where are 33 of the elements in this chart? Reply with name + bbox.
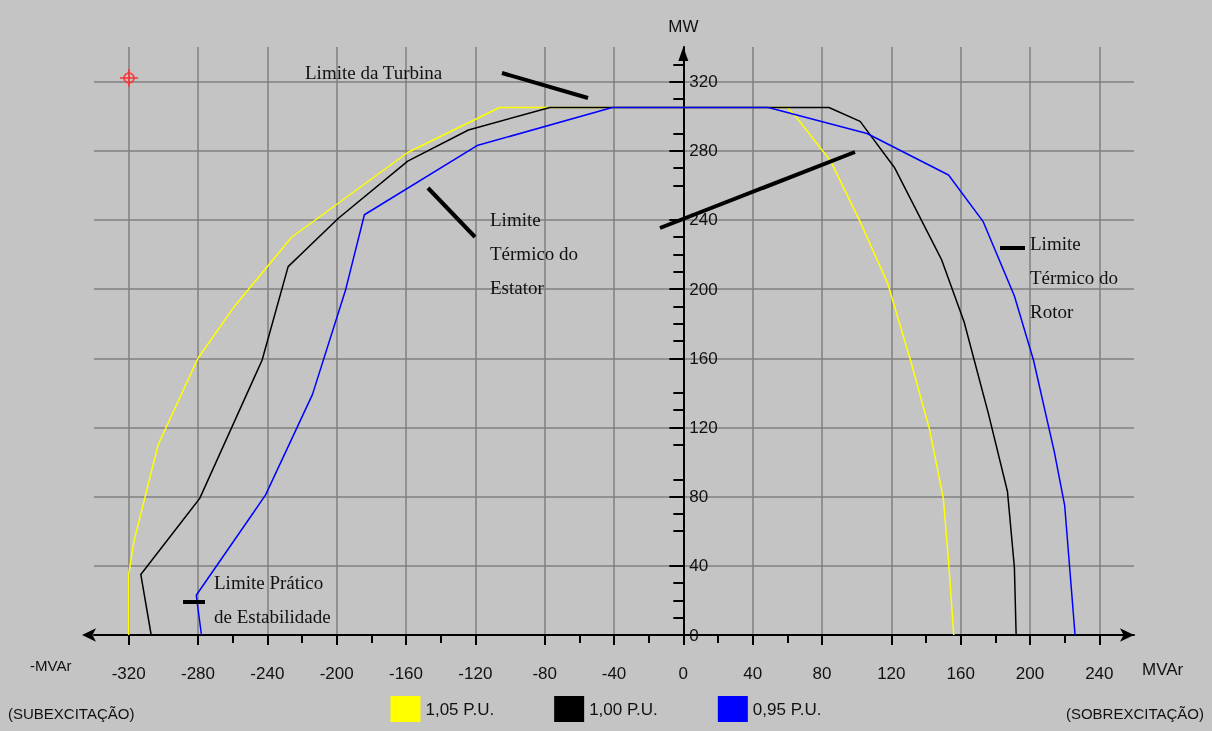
- x-tick-label: -240: [250, 664, 285, 683]
- x-tick-label: -160: [388, 664, 424, 683]
- legend-label: 0,95 P.U.: [752, 699, 822, 719]
- annotation: Limite Térmico do Estator: [490, 208, 579, 300]
- x-axis-title: MVAr: [1142, 660, 1184, 679]
- x-tick-label: -80: [532, 664, 557, 683]
- y-tick-label: 280: [689, 141, 718, 161]
- x-tick-label: 200: [1015, 664, 1045, 683]
- annotation: Limite Térmico do Rotor: [1030, 232, 1119, 324]
- y-tick-label: 40: [689, 556, 709, 576]
- y-tick-label: 320: [689, 72, 718, 92]
- y-tick-label: 80: [689, 487, 709, 507]
- y-tick-label: 160: [689, 348, 718, 368]
- x-tick-label: -320: [111, 664, 146, 683]
- x-tick-label: 120: [877, 664, 906, 683]
- legend-label: 1,05 P.U.: [425, 699, 495, 719]
- x-tick-label: -200: [319, 664, 354, 683]
- x-tick-label: 240: [1085, 664, 1114, 683]
- y-axis-title: MW: [668, 17, 699, 36]
- x-tick-label: 80: [812, 664, 832, 683]
- text: (SOBREXCITAÇÃO): [1065, 704, 1204, 724]
- x-tick-label: 40: [743, 664, 763, 683]
- text: (SUBEXCITAÇÃO): [8, 704, 135, 724]
- x-tick-label: 160: [946, 664, 975, 683]
- annotation: Limite da Turbina: [305, 61, 443, 85]
- annotation: Limite Prático de Estabilidade: [214, 571, 331, 629]
- text: -MVAr: [30, 656, 72, 676]
- y-tick-label: 120: [689, 417, 718, 437]
- x-tick-label: -120: [458, 664, 493, 683]
- x-tick-label: -280: [180, 664, 216, 683]
- x-tick-label: -40: [601, 664, 627, 683]
- y-tick-label: 200: [689, 279, 718, 299]
- legend-label: 1,00 P.U.: [589, 699, 658, 719]
